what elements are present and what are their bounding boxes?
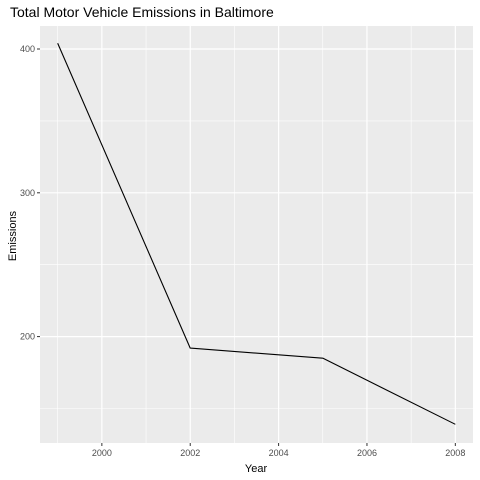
grid-minor: [40, 26, 473, 443]
x-tick-label: 2000: [92, 448, 112, 458]
series-layer: [57, 43, 456, 425]
x-tick-label: 2006: [357, 448, 377, 458]
grid-major: [40, 26, 473, 443]
y-tick-label: 400: [20, 44, 35, 54]
y-axis: 200 300 400: [20, 44, 40, 342]
y-tick-label: 200: [20, 332, 35, 342]
chart-title: Total Motor Vehicle Emissions in Baltimo…: [10, 4, 274, 20]
y-tick-label: 300: [20, 188, 35, 198]
series-line: [57, 43, 456, 425]
x-tick-label: 2008: [445, 448, 465, 458]
y-axis-title: Emissions: [7, 210, 19, 261]
x-tick-label: 2004: [269, 448, 289, 458]
x-axis-title: Year: [245, 463, 268, 475]
x-tick-label: 2002: [180, 448, 200, 458]
plot-panel: [40, 26, 473, 443]
x-axis: 2000 2002 2004 2006 2008: [92, 443, 465, 458]
